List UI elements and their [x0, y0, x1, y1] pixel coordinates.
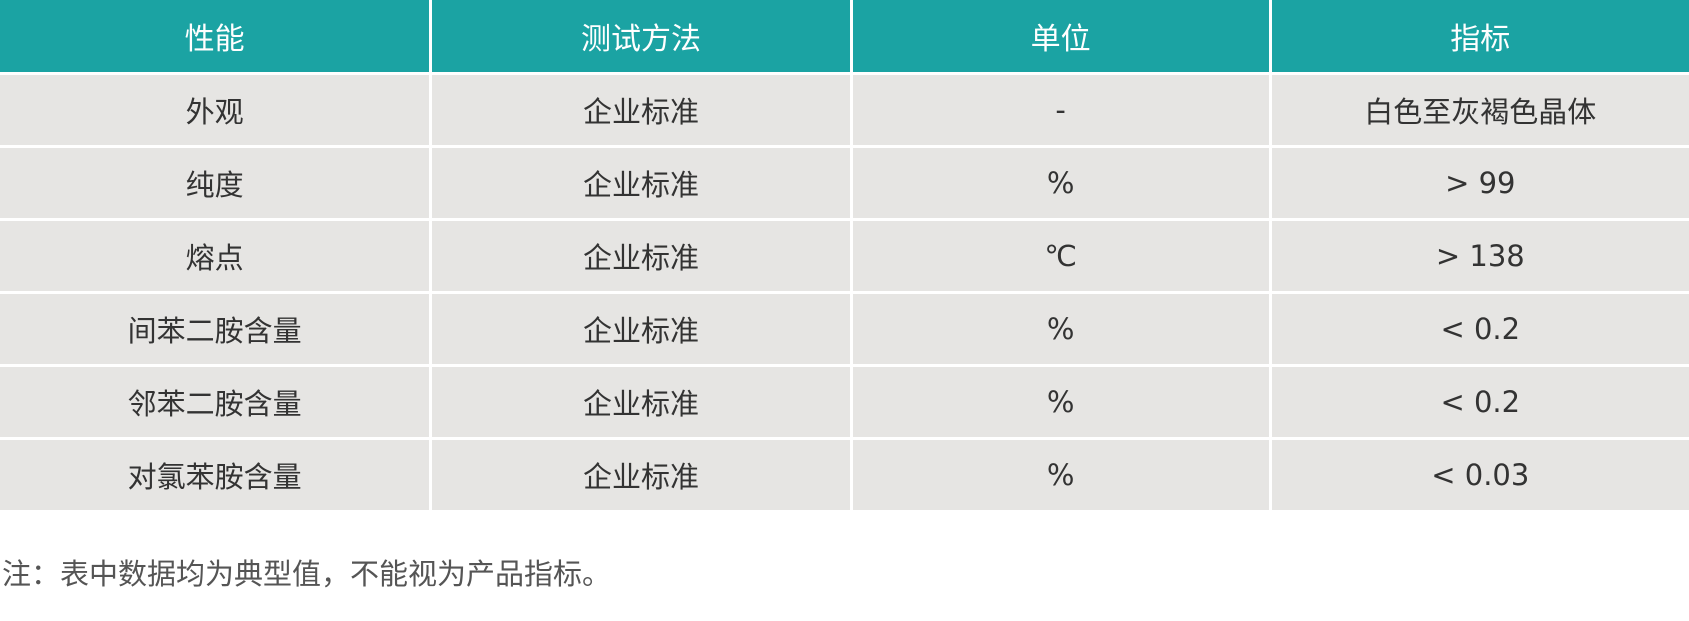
cell-property: 熔点: [0, 218, 433, 294]
cell-property: 纯度: [0, 145, 433, 221]
cell-test-method: 企业标准: [429, 218, 853, 294]
table-row: 外观 企业标准 - 白色至灰褐色晶体: [0, 72, 1689, 148]
table-row: 纯度 企业标准 % > 99: [0, 145, 1689, 221]
cell-test-method: 企业标准: [429, 145, 853, 221]
cell-test-method: 企业标准: [429, 291, 853, 367]
cell-test-method: 企业标准: [429, 437, 853, 513]
cell-unit: %: [849, 291, 1272, 367]
header-unit: 单位: [849, 0, 1272, 75]
cell-unit: -: [849, 72, 1272, 148]
cell-spec: > 99: [1268, 145, 1689, 221]
cell-unit: %: [849, 437, 1272, 513]
cell-property: 对氯苯胺含量: [0, 437, 433, 513]
cell-unit: ℃: [849, 218, 1272, 294]
footnote: 注：表中数据均为典型值，不能视为产品指标。: [2, 557, 612, 591]
table-row: 对氯苯胺含量 企业标准 % < 0.03: [0, 437, 1689, 513]
table-row: 间苯二胺含量 企业标准 % < 0.2: [0, 291, 1689, 367]
cell-spec: > 138: [1268, 218, 1689, 294]
cell-unit: %: [849, 145, 1272, 221]
table-row: 熔点 企业标准 ℃ > 138: [0, 218, 1689, 294]
header-property: 性能: [0, 0, 433, 75]
cell-test-method: 企业标准: [429, 364, 853, 440]
spec-table: 性能 测试方法 单位 指标 外观 企业标准 - 白色至灰褐色晶体 纯度 企业标准…: [0, 0, 1689, 513]
header-test-method: 测试方法: [429, 0, 853, 75]
cell-property: 邻苯二胺含量: [0, 364, 433, 440]
cell-spec: < 0.03: [1268, 437, 1689, 513]
header-spec: 指标: [1268, 0, 1689, 75]
cell-property: 间苯二胺含量: [0, 291, 433, 367]
cell-spec: < 0.2: [1268, 291, 1689, 367]
cell-spec: 白色至灰褐色晶体: [1268, 72, 1689, 148]
header-row: 性能 测试方法 单位 指标: [0, 0, 1689, 75]
cell-property: 外观: [0, 72, 433, 148]
cell-unit: %: [849, 364, 1272, 440]
cell-spec: < 0.2: [1268, 364, 1689, 440]
cell-test-method: 企业标准: [429, 72, 853, 148]
table-row: 邻苯二胺含量 企业标准 % < 0.2: [0, 364, 1689, 440]
